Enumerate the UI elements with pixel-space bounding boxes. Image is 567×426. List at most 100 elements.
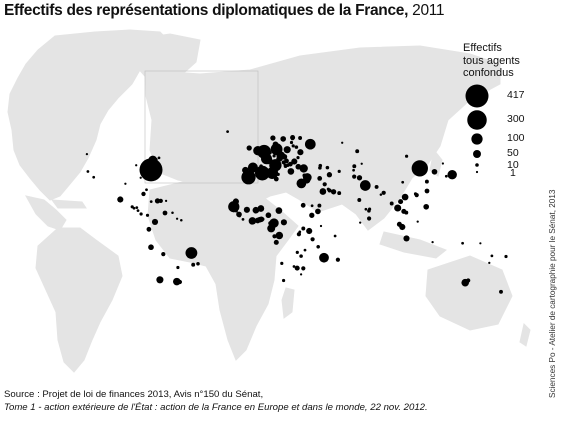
embassy-symbol xyxy=(335,257,341,262)
embassy-symbol xyxy=(291,158,298,165)
embassy-symbol xyxy=(135,206,139,209)
embassy-symbol xyxy=(326,172,333,178)
embassy-symbol xyxy=(352,168,355,172)
embassy-symbol xyxy=(279,153,284,159)
embassy-symbol xyxy=(261,146,268,153)
embassy-symbol xyxy=(266,167,279,180)
embassy-symbol xyxy=(289,140,294,145)
embassy-symbol xyxy=(424,179,429,184)
embassy-symbol xyxy=(356,175,363,181)
legend-circle xyxy=(475,170,479,174)
embassy-symbol xyxy=(295,250,299,254)
embassy-symbol xyxy=(431,240,434,244)
embassy-symbol xyxy=(247,162,258,173)
legend-label: 1 xyxy=(510,167,516,179)
embassy-symbol xyxy=(156,276,164,284)
embassy-symbol xyxy=(280,219,287,226)
embassy-symbol xyxy=(171,211,174,214)
embassy-symbol xyxy=(233,207,237,210)
embassy-symbol xyxy=(304,138,316,150)
embassy-symbol xyxy=(153,157,158,162)
embassy-symbol xyxy=(161,251,166,257)
embassy-symbol xyxy=(136,209,140,212)
embassy-symbol xyxy=(241,218,245,221)
embassy-symbol xyxy=(139,212,143,216)
embassy-symbol xyxy=(367,209,371,213)
legend-label: 50 xyxy=(507,147,519,159)
legend-circle xyxy=(467,110,487,130)
embassy-symbol xyxy=(283,146,291,154)
embassy-symbol xyxy=(257,205,265,212)
embassy-symbol xyxy=(352,174,357,179)
embassy-symbol xyxy=(366,216,372,221)
embassy-symbol xyxy=(267,224,276,233)
embassy-symbol xyxy=(139,176,142,179)
legend-title-line: tous agents xyxy=(463,54,520,67)
embassy-symbol xyxy=(379,193,383,196)
embassy-symbol xyxy=(490,254,494,258)
embassy-symbol xyxy=(92,175,96,179)
embassy-symbol xyxy=(499,289,503,294)
embassy-symbol xyxy=(431,168,438,175)
embassy-symbol xyxy=(318,166,322,170)
embassy-symbol xyxy=(282,278,286,283)
legend-circle xyxy=(471,133,483,145)
embassy-symbol xyxy=(275,150,281,156)
embassy-symbol xyxy=(132,206,136,210)
embassy-symbol xyxy=(306,227,313,235)
legend-circle xyxy=(473,150,481,158)
embassy-symbol xyxy=(411,160,428,177)
embassy-symbol xyxy=(401,193,409,201)
embassy-symbol xyxy=(272,154,276,158)
embassy-symbol xyxy=(466,278,471,283)
embassy-symbol xyxy=(389,201,394,206)
embassy-symbol xyxy=(401,180,405,184)
embassy-symbol xyxy=(327,188,332,193)
embassy-symbol xyxy=(319,224,323,228)
embassy-symbol xyxy=(337,169,341,173)
embassy-symbol xyxy=(164,199,168,203)
europe-inset-frame xyxy=(144,70,259,184)
embassy-symbol xyxy=(175,217,179,220)
embassy-symbol xyxy=(299,254,303,258)
embassy-symbol xyxy=(298,136,303,140)
embassy-symbol xyxy=(153,165,157,169)
embassy-symbol xyxy=(374,184,379,189)
embassy-symbol xyxy=(278,157,283,162)
embassy-symbol xyxy=(158,163,161,166)
embassy-symbol xyxy=(357,198,362,202)
embassy-symbol xyxy=(299,273,303,276)
embassy-symbol xyxy=(86,170,90,173)
embassy-symbol xyxy=(273,239,279,245)
source-line-2: Tome 1 - action extérieure de l'État : a… xyxy=(4,401,428,413)
legend-label: 10 xyxy=(507,159,519,171)
embassy-symbol xyxy=(330,189,337,195)
embassy-symbol xyxy=(416,220,419,223)
embassy-symbol xyxy=(444,174,448,178)
embassy-symbol xyxy=(309,212,315,218)
embassy-symbol xyxy=(423,203,430,210)
embassy-symbol xyxy=(135,164,138,167)
embassy-symbol xyxy=(260,217,265,221)
legend-circle xyxy=(465,84,489,108)
embassy-symbol xyxy=(269,158,273,162)
embassy-symbol xyxy=(315,208,321,215)
source-note: Source : Projet de loi de finances 2013,… xyxy=(4,389,428,414)
embassy-symbol xyxy=(355,149,360,154)
embassy-symbol xyxy=(424,188,430,194)
embassy-symbol xyxy=(325,165,330,170)
embassy-symbol xyxy=(146,226,152,232)
embassy-symbol xyxy=(292,265,296,268)
legend-label: 300 xyxy=(507,113,525,125)
landmass-caribbean xyxy=(50,199,87,209)
embassy-symbol xyxy=(85,152,89,156)
embassy-symbol xyxy=(149,200,153,203)
embassy-symbol xyxy=(316,245,320,249)
embassy-symbol xyxy=(272,141,279,148)
embassy-symbol xyxy=(243,206,250,213)
embassy-symbol xyxy=(310,204,314,208)
embassy-symbol xyxy=(265,212,272,219)
map-title-year: 2011 xyxy=(412,2,445,19)
embassy-symbol xyxy=(141,191,146,197)
landmass-southeast-asia-islands xyxy=(379,231,447,259)
